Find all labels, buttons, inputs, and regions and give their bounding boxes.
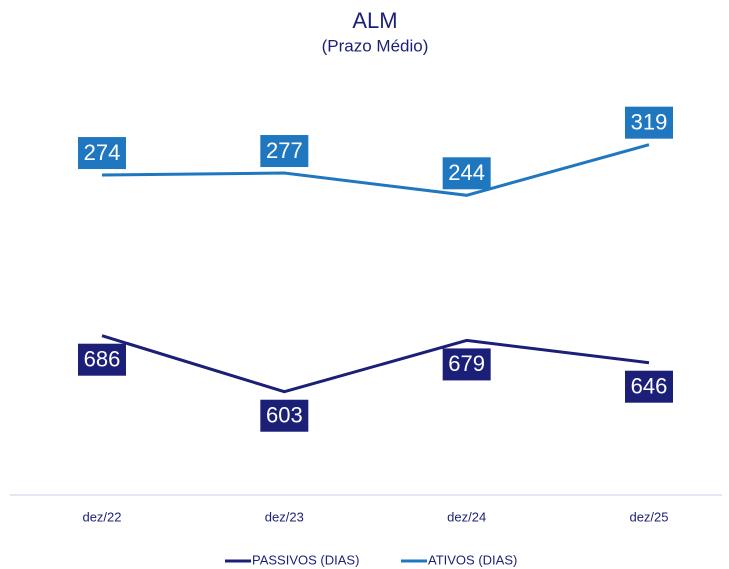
data-label-box [260,135,309,168]
data-label-box [260,399,309,432]
data-label: 274 [84,140,121,165]
line [101,334,650,394]
data-label-box [442,348,491,381]
x-tick-label: dez/25 [629,509,668,524]
data-label-box [442,157,491,190]
x-tick-label: dez/24 [447,509,486,524]
data-label-box [78,137,126,170]
data-label-box [78,343,126,376]
line [101,143,650,197]
legend-label: ATIVOS (DIAS) [428,552,517,567]
data-label: 319 [631,109,668,134]
data-label: 244 [448,160,485,185]
x-tick-label: dez/22 [82,509,121,524]
data-label: 646 [631,374,668,399]
data-label-box [625,106,673,139]
data-label: 679 [448,351,485,376]
chart-title: ALM [352,8,397,33]
legend-label: PASSIVOS (DIAS) [252,552,359,567]
data-label: 686 [84,347,121,372]
data-label: 603 [266,403,303,428]
chart-subtitle: (Prazo Médio) [322,36,429,55]
x-tick-label: dez/23 [265,509,304,524]
data-label: 277 [266,138,303,163]
data-label-box [625,370,673,403]
